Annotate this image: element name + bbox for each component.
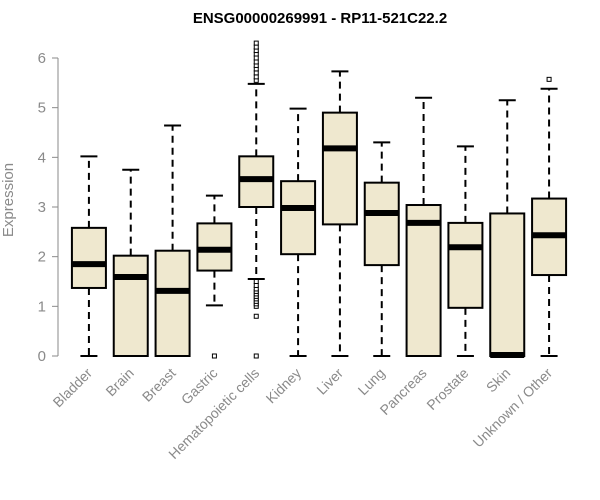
box-pancreas — [405, 96, 442, 357]
y-tick-label: 2 — [38, 249, 46, 266]
x-category-label: Kidney — [263, 365, 305, 407]
box-liver — [321, 70, 358, 357]
outlier-point — [253, 70, 259, 76]
y-tick-label: 5 — [38, 100, 46, 117]
outlier-point — [253, 74, 259, 80]
x-category-label: Pancreas — [377, 365, 430, 418]
iqr-box — [112, 254, 149, 358]
box-brain — [112, 168, 149, 358]
outlier-point — [253, 353, 259, 359]
x-category-label: Unknown / Other — [470, 365, 556, 451]
y-tick-label: 0 — [38, 348, 46, 365]
y-tick-label: 3 — [38, 199, 46, 216]
box-lung — [363, 141, 400, 357]
box-unknown-other — [531, 76, 568, 357]
iqr-box — [280, 180, 317, 256]
x-category-label: Brain — [102, 365, 136, 399]
iqr-box — [405, 204, 442, 357]
y-tick-label: 1 — [38, 298, 46, 315]
outlier-point — [546, 76, 552, 82]
y-tick-label: 6 — [38, 50, 46, 67]
boxplot-series — [70, 40, 568, 359]
x-category-label: Liver — [313, 365, 346, 398]
x-category-label: Lung — [355, 365, 388, 398]
iqr-box — [70, 226, 107, 289]
outlier-point — [211, 353, 217, 359]
box-bladder — [70, 155, 107, 357]
iqr-box — [321, 111, 358, 226]
iqr-box — [154, 249, 191, 357]
chart-title: ENSG00000269991 - RP11-521C22.2 — [193, 10, 447, 27]
box-skin — [489, 99, 526, 359]
iqr-box — [489, 212, 526, 357]
outlier-point — [253, 313, 259, 319]
outlier-point — [253, 44, 259, 50]
box-hematopoietic-cells — [238, 40, 275, 359]
box-breast — [154, 124, 191, 357]
outlier-point — [253, 55, 259, 61]
outlier-point — [253, 279, 259, 284]
box-prostate — [447, 145, 484, 357]
iqr-box — [363, 181, 400, 267]
outlier-point — [253, 282, 259, 288]
y-axis-label: Expression — [0, 163, 17, 237]
outlier-point — [253, 59, 259, 65]
iqr-box — [447, 221, 484, 309]
box-kidney — [280, 107, 317, 357]
x-category-label: Bladder — [50, 365, 96, 411]
y-axis: 0 1 2 3 4 5 6 — [38, 50, 59, 365]
x-category-label: Skin — [483, 365, 514, 396]
box-gastric — [196, 194, 233, 359]
outlier-point — [253, 40, 259, 46]
x-category-label: Breast — [139, 365, 179, 405]
x-category-label: Prostate — [423, 365, 471, 413]
y-tick-label: 4 — [38, 149, 46, 166]
